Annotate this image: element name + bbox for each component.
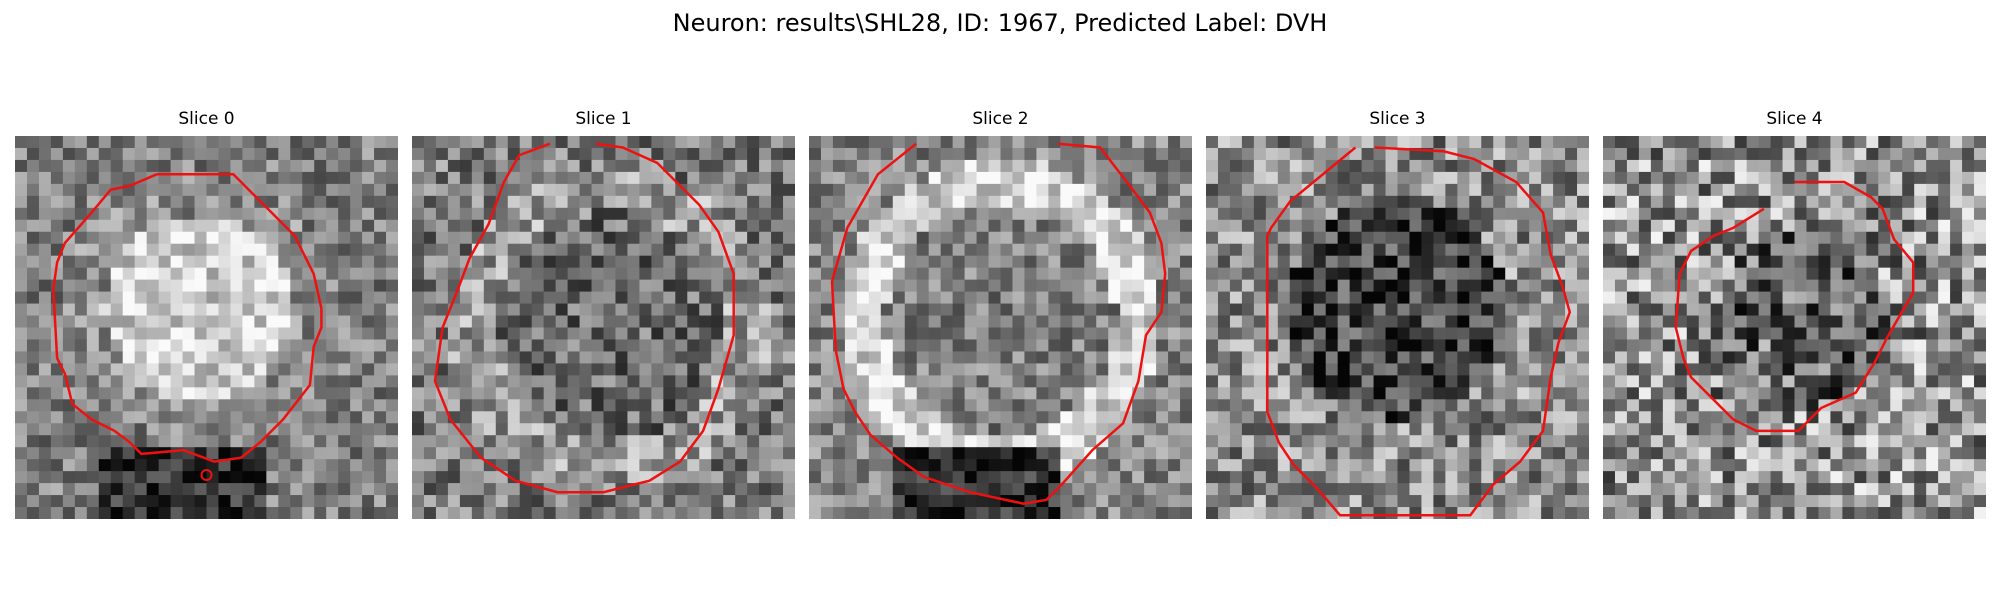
figure-title: Neuron: results\SHL28, ID: 1967, Predict… xyxy=(672,9,1328,37)
contour-line xyxy=(1674,180,1915,433)
slice-title-0: Slice 0 xyxy=(178,109,235,129)
slice-image-2 xyxy=(809,136,1192,519)
slice-image-3 xyxy=(1206,136,1589,519)
slice-image-4 xyxy=(1603,136,1986,519)
slice-image-0 xyxy=(15,136,398,519)
contour-line xyxy=(433,142,735,494)
marker-circle xyxy=(200,469,213,481)
slice-title-3: Slice 3 xyxy=(1369,109,1426,129)
contour-line xyxy=(52,173,323,463)
contour-line xyxy=(1266,146,1572,517)
slice-title-1: Slice 1 xyxy=(575,109,632,129)
slice-image-1 xyxy=(412,136,795,519)
contour-line xyxy=(830,142,1167,505)
slice-title-4: Slice 4 xyxy=(1766,109,1823,129)
slice-title-2: Slice 2 xyxy=(972,109,1029,129)
